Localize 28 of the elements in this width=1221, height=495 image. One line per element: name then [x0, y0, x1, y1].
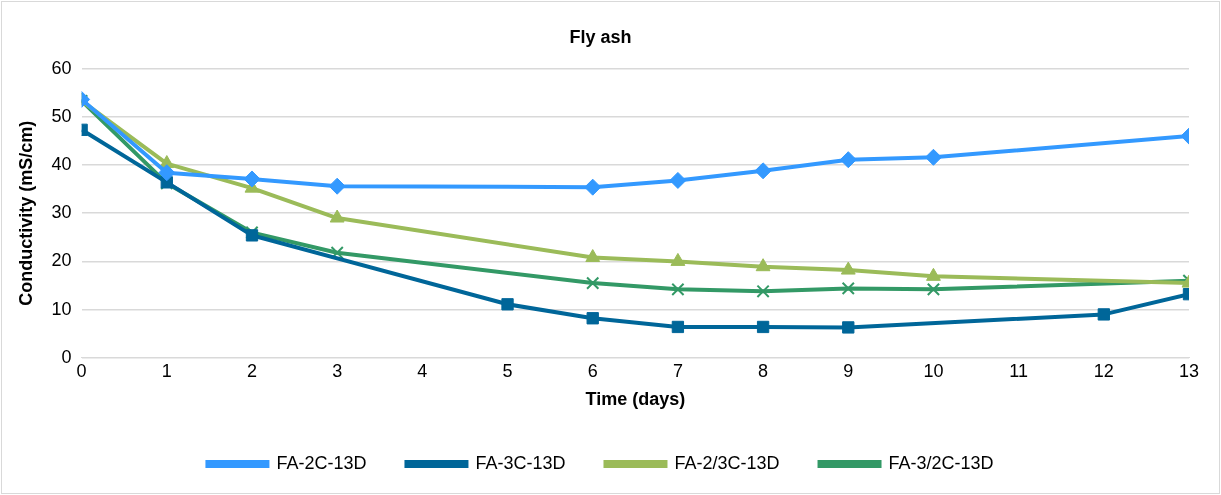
x-tick-label: 4 — [417, 360, 428, 381]
x-axis-title: Time (days) — [585, 389, 686, 410]
x-tick-label: 10 — [923, 360, 944, 381]
legend-label: FA-3/2C-13D — [888, 452, 994, 473]
y-tick-label: 60 — [51, 57, 72, 78]
x-tick-label: 7 — [672, 360, 683, 381]
y-tick-label: 10 — [51, 298, 72, 319]
y-tick-label: 50 — [51, 105, 72, 126]
x-tick-label: 6 — [587, 360, 598, 381]
y-tick-label: 40 — [51, 153, 72, 174]
legend-label: FA-3C-13D — [475, 452, 566, 473]
x-tick-label: 13 — [1178, 360, 1200, 381]
x-tick-label: 0 — [76, 360, 87, 381]
legend-label: FA-2C-13D — [276, 452, 367, 473]
y-tick-label: 20 — [51, 250, 72, 271]
legend-label: FA-2/3C-13D — [674, 452, 780, 473]
y-tick-label: 30 — [51, 202, 72, 223]
x-tick-label: 12 — [1093, 360, 1114, 381]
chart-title: Fly ash — [569, 26, 632, 47]
x-tick-label: 8 — [758, 360, 769, 381]
x-tick-label: 11 — [1009, 360, 1028, 381]
x-tick-label: 5 — [502, 360, 513, 381]
y-tick-label: 0 — [61, 346, 72, 367]
x-tick-label: 3 — [332, 360, 343, 381]
y-axis-title: Conductivity (mS/cm) — [15, 120, 36, 306]
x-tick-label: 9 — [843, 360, 854, 381]
x-tick-label: 1 — [161, 360, 172, 381]
x-tick-label: 2 — [246, 360, 257, 381]
